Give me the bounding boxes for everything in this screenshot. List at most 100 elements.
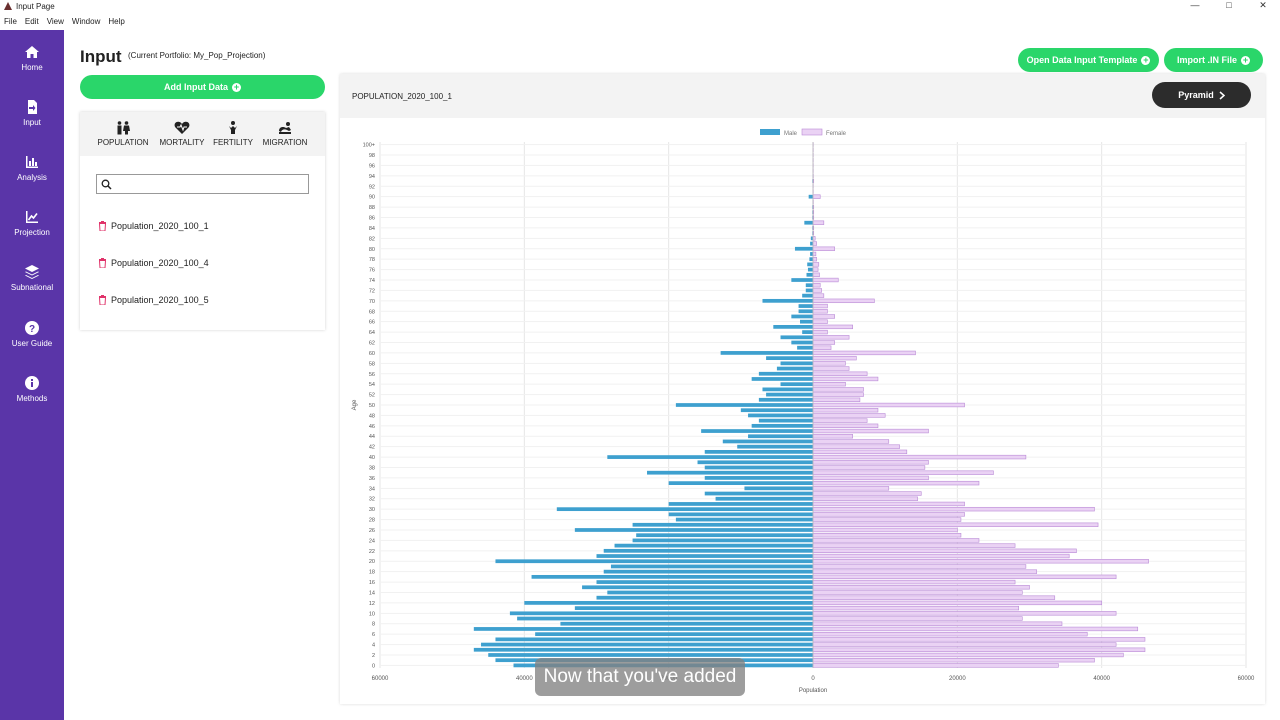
sidebar-item-label: Home: [21, 63, 43, 72]
female-bar: [812, 579, 1016, 585]
male-bar: [791, 314, 813, 319]
tab-migration[interactable]: MIGRATION: [260, 120, 310, 147]
y-tick-label: 66: [369, 320, 375, 326]
sidebar-item-subnational[interactable]: Subnational: [0, 263, 64, 307]
sidebar-item-input[interactable]: Input: [0, 98, 64, 142]
male-bar: [495, 559, 813, 564]
male-bar: [722, 439, 813, 444]
sidebar-item-home[interactable]: Home: [0, 43, 64, 87]
female-bar: [812, 486, 890, 491]
close-button[interactable]: ✕: [1259, 0, 1267, 10]
app-logo-icon: [4, 2, 12, 10]
female-bar: [812, 652, 1124, 658]
menu-view[interactable]: View: [46, 16, 64, 26]
female-bar: [812, 647, 1146, 652]
tab-fertility[interactable]: FERTILITY: [210, 120, 256, 147]
male-bar: [780, 335, 813, 340]
female-bar: [812, 470, 994, 475]
male-bar: [805, 283, 813, 288]
y-tick-label: 24: [369, 538, 375, 544]
male-bar: [791, 278, 813, 282]
pyramid-button[interactable]: Pyramid: [1152, 82, 1251, 108]
sidebar-item-label: Methods: [16, 394, 48, 403]
tab-mortality[interactable]: MORTALITY: [158, 120, 206, 147]
male-bar: [797, 345, 813, 350]
male-bar: [798, 309, 813, 314]
x-tick-label: 0: [811, 676, 815, 682]
tab-population[interactable]: POPULATION: [96, 120, 150, 147]
y-tick-label: 18: [369, 570, 375, 576]
menu-edit[interactable]: Edit: [24, 16, 39, 26]
male-bar: [704, 491, 813, 496]
list-item[interactable]: Population_2020_100_5: [98, 295, 209, 305]
male-bar: [737, 444, 813, 449]
male-bar: [574, 528, 813, 532]
y-tick-label: 76: [369, 268, 375, 274]
female-bar: [812, 335, 850, 340]
male-bar: [574, 606, 813, 610]
female-bar: [812, 413, 886, 418]
sidebar-item-projection[interactable]: Projection: [0, 208, 64, 252]
menu-file[interactable]: File: [4, 16, 17, 26]
female-bar: [812, 569, 1038, 574]
male-bar: [744, 486, 813, 491]
female-bar: [812, 616, 1023, 621]
search-input[interactable]: [96, 174, 309, 194]
male-bar: [807, 262, 813, 267]
y-tick-label: 2: [372, 653, 375, 659]
trash-icon[interactable]: [98, 258, 107, 268]
female-bar: [812, 611, 1117, 616]
female-bar: [812, 267, 819, 272]
y-tick-label: 88: [369, 205, 375, 211]
search-icon: [101, 179, 112, 190]
current-portfolio: (Current Portfolio: My_Pop_Projection): [128, 51, 266, 60]
maximize-button[interactable]: □: [1226, 0, 1232, 10]
male-bar: [668, 512, 813, 517]
x-tick-label: 40000: [1093, 676, 1110, 682]
trash-icon[interactable]: [98, 295, 107, 305]
import-in-file-button[interactable]: Import .IN File +: [1164, 48, 1263, 72]
female-bar: [812, 658, 1095, 663]
female-bar: [812, 392, 864, 397]
open-data-input-template-button[interactable]: Open Data Input Template +: [1018, 48, 1159, 72]
y-tick-label: 74: [369, 278, 375, 284]
sidebar-item-methods[interactable]: Methods: [0, 374, 64, 418]
list-item[interactable]: Population_2020_100_1: [98, 221, 209, 231]
y-tick-label: 12: [369, 601, 375, 607]
male-bar: [758, 371, 813, 376]
male-bar: [748, 413, 813, 418]
female-bar: [812, 246, 835, 251]
male-bar: [704, 465, 813, 470]
x-tick-label: 40000: [516, 676, 533, 682]
female-bar: [812, 387, 864, 392]
male-bar: [596, 595, 813, 600]
male-bar: [773, 325, 813, 329]
input-icon: [28, 100, 37, 114]
sidebar-item-analysis[interactable]: Analysis: [0, 153, 64, 197]
list-item[interactable]: Population_2020_100_4: [98, 258, 209, 268]
population-pyramid-chart: 6000040000200000200004000060000024681012…: [352, 128, 1255, 694]
menu-window[interactable]: Window: [71, 16, 101, 26]
y-tick-label: 14: [369, 590, 375, 596]
female-bar: [812, 340, 835, 345]
y-tick-label: 56: [369, 372, 375, 378]
y-tick-label: 22: [369, 549, 375, 555]
button-label: Import .IN File: [1176, 55, 1237, 65]
menu-help[interactable]: Help: [108, 16, 125, 26]
y-tick-label: 86: [369, 216, 375, 222]
female-bar: [812, 522, 1099, 527]
female-bar: [812, 251, 817, 257]
page-title: Input: [80, 47, 122, 66]
y-tick-label: 32: [369, 497, 375, 503]
female-bar: [812, 241, 817, 246]
female-bar: [812, 371, 868, 376]
minimize-button[interactable]: —: [1190, 0, 1200, 10]
male-bar: [495, 637, 813, 642]
male-bar: [636, 533, 813, 538]
add-input-data-button[interactable]: Add Input Data +: [80, 75, 325, 99]
female-bar: [812, 626, 1139, 632]
sidebar-item-user-guide[interactable]: ? User Guide: [0, 319, 64, 363]
female-bar: [812, 298, 875, 304]
male-bar: [668, 481, 813, 485]
trash-icon[interactable]: [98, 221, 107, 231]
